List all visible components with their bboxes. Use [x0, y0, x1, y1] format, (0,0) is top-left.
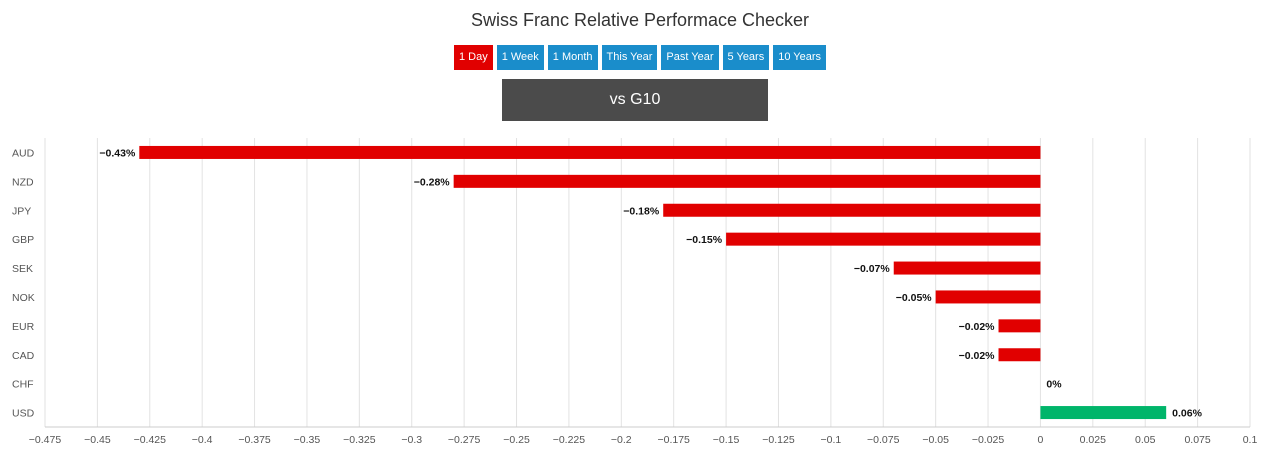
data-label: −0.07%	[854, 263, 891, 275]
bar-aud[interactable]	[139, 145, 1041, 159]
x-tick-label: −0.45	[84, 434, 111, 446]
x-tick-label: −0.35	[294, 434, 321, 446]
bar-jpy[interactable]	[663, 203, 1041, 217]
bar-cad[interactable]	[998, 348, 1041, 362]
x-tick-label: −0.275	[448, 434, 481, 446]
bar-nok[interactable]	[935, 290, 1041, 304]
x-tick-label: −0.025	[972, 434, 1005, 446]
x-tick-label: −0.075	[867, 434, 900, 446]
data-label: −0.28%	[414, 176, 451, 188]
bar-usd[interactable]	[1040, 406, 1167, 420]
x-tick-label: −0.25	[503, 434, 530, 446]
bar-eur[interactable]	[998, 319, 1041, 333]
chart-title: Swiss Franc Relative Performace Checker	[470, 10, 810, 30]
data-label: −0.18%	[623, 205, 660, 217]
x-tick-label: 0.075	[1184, 434, 1210, 446]
data-label: −0.02%	[959, 321, 996, 333]
x-tick-label: −0.175	[657, 434, 690, 446]
x-tick-label: 0	[1038, 434, 1044, 446]
x-tick-label: −0.225	[553, 434, 586, 446]
x-tick-label: −0.3	[401, 434, 422, 446]
period-tabs: 1 Day 1 Week 1 Month This Year Past Year 5 Ye…	[0, 45, 1280, 70]
period-tab-this-year[interactable]: This Year	[601, 45, 658, 70]
y-category-label: AUD	[12, 147, 35, 159]
y-category-label: EUR	[12, 321, 35, 333]
y-category-label: CAD	[12, 350, 35, 362]
x-tick-label: −0.2	[611, 434, 632, 446]
x-tick-label: −0.4	[192, 434, 213, 446]
group-select-button[interactable]: vs G10	[502, 79, 768, 121]
x-tick-label: −0.15	[713, 434, 740, 446]
bar-nzd[interactable]	[453, 174, 1041, 188]
x-tick-label: −0.425	[134, 434, 167, 446]
data-label: 0.06%	[1172, 408, 1202, 420]
y-category-label: NZD	[12, 176, 34, 188]
bar-gbp[interactable]	[726, 232, 1041, 246]
data-label: −0.02%	[959, 350, 996, 362]
y-category-label: SEK	[12, 263, 33, 275]
x-tick-label: −0.125	[762, 434, 795, 446]
y-category-label: USD	[12, 408, 35, 420]
x-tick-label: −0.1	[821, 434, 842, 446]
period-tab-1-month[interactable]: 1 Month	[547, 45, 598, 70]
x-tick-label: 0.1	[1243, 434, 1258, 446]
x-tick-label: 0.05	[1135, 434, 1156, 446]
period-tab-5-years[interactable]: 5 Years	[722, 45, 770, 70]
data-label: 0%	[1046, 379, 1062, 391]
x-tick-label: −0.475	[29, 434, 62, 446]
period-tab-10-years[interactable]: 10 Years	[773, 45, 827, 70]
y-category-label: JPY	[12, 205, 31, 217]
period-tab-1-week[interactable]: 1 Week	[496, 45, 544, 70]
period-tab-past-year[interactable]: Past Year	[661, 45, 719, 70]
x-tick-label: −0.325	[343, 434, 376, 446]
y-category-label: NOK	[12, 292, 35, 304]
x-tick-label: −0.375	[238, 434, 271, 446]
x-tick-label: 0.025	[1080, 434, 1106, 446]
data-label: −0.43%	[99, 147, 136, 159]
period-tab-1-day[interactable]: 1 Day	[453, 45, 493, 70]
bar-sek[interactable]	[893, 261, 1041, 275]
data-label: −0.05%	[896, 292, 933, 304]
x-tick-label: −0.05	[922, 434, 949, 446]
y-category-label: GBP	[12, 234, 34, 246]
y-category-label: CHF	[12, 379, 34, 391]
data-label: −0.15%	[686, 234, 723, 246]
